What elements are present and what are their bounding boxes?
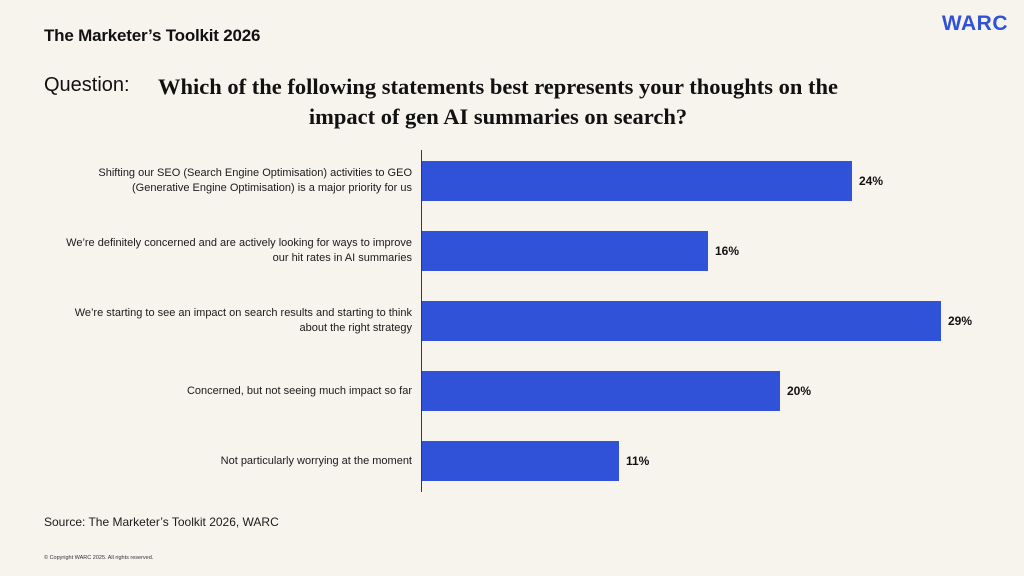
question-text: Which of the following statements best r…	[157, 74, 838, 129]
value-label: 29%	[948, 314, 973, 328]
category-label: Concerned, but not seeing much impact so…	[186, 384, 412, 397]
category-label: We’re starting to see an impact on searc…	[74, 307, 412, 334]
bar	[422, 301, 941, 341]
category-label: We’re definitely concerned and are activ…	[66, 237, 412, 264]
value-label: 16%	[715, 244, 740, 258]
source-note: Source: The Marketer’s Toolkit 2026, WAR…	[44, 515, 279, 529]
category-axis-line	[421, 150, 422, 492]
copyright-note: © Copyright WARC 2025. All rights reserv…	[44, 555, 154, 561]
value-label: 24%	[859, 174, 884, 188]
bar	[422, 161, 852, 201]
bar-chart: Shifting our SEO (Search Engine Optimisa…	[0, 150, 1024, 500]
bar	[422, 231, 708, 271]
value-label: 20%	[787, 384, 812, 398]
bar	[422, 441, 619, 481]
value-label: 11%	[626, 454, 650, 468]
warc-logo: WARC	[941, 12, 1008, 35]
question-prefix: Question:	[44, 74, 130, 96]
bar	[422, 371, 780, 411]
report-title: The Marketer’s Toolkit 2026	[44, 26, 261, 45]
category-label: Shifting our SEO (Search Engine Optimisa…	[98, 167, 412, 194]
category-label: Not particularly worrying at the moment	[220, 454, 412, 467]
